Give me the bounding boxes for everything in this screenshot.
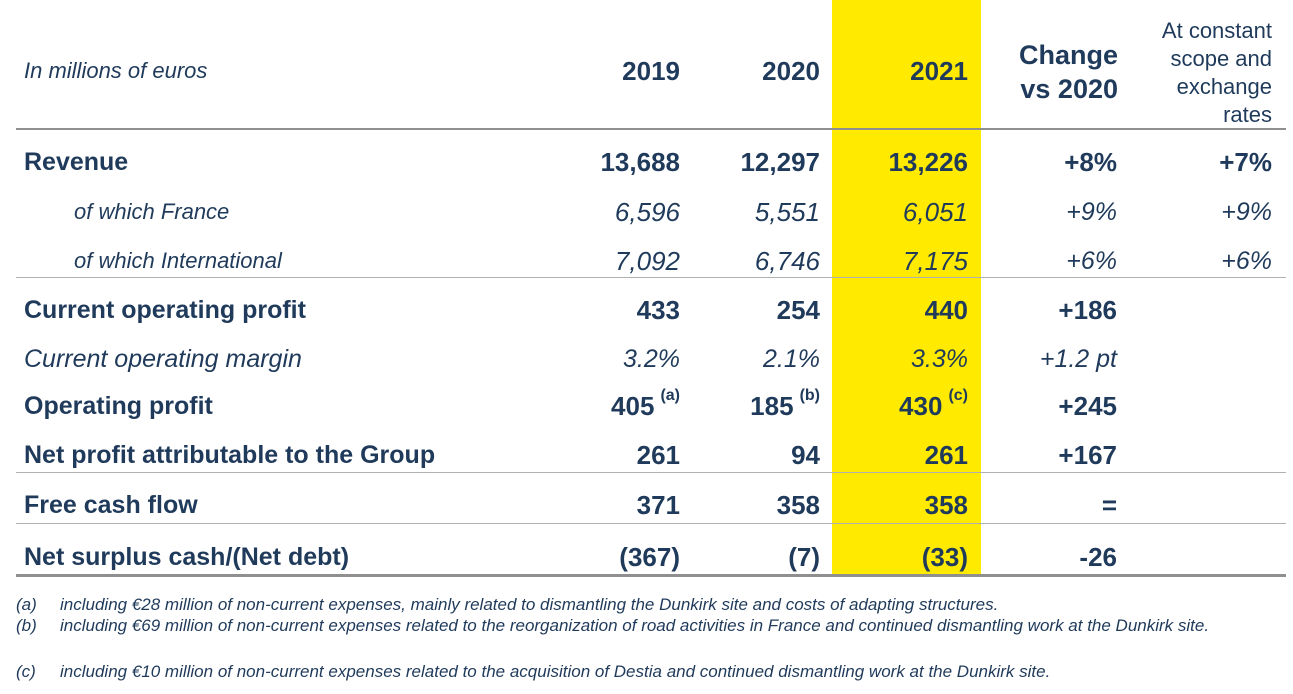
- cell-fcf-change: =: [1101, 490, 1117, 520]
- cell-com-2021: 3.3%: [911, 345, 968, 373]
- footnote-a-key: (a): [16, 595, 37, 614]
- footnote-ref-b: (b): [799, 387, 820, 404]
- cell-revenue-constant: +7%: [1219, 147, 1272, 177]
- header-change-line2: vs 2020: [1020, 74, 1118, 104]
- header-2021: 2021: [910, 56, 968, 86]
- highlight-column-2021: [832, 0, 981, 575]
- cell-france-2019: 6,596: [614, 197, 680, 227]
- footnote-b-text: including €69 million of non-current exp…: [60, 616, 1210, 635]
- cell-international-2019: 7,092: [614, 246, 680, 276]
- cell-np-2021: 261: [924, 440, 968, 470]
- footnote-c-text: including €10 million of non-current exp…: [60, 662, 1051, 681]
- header-constant: At constant scope and exchange rates: [1130, 17, 1272, 129]
- cell-op-2019-value: 405: [611, 391, 655, 421]
- cell-france-2020: 5,551: [754, 197, 820, 227]
- row-label-revenue: Revenue: [24, 148, 129, 176]
- header-constant-line2: scope and: [1170, 46, 1272, 71]
- row-label-net-profit: Net profit attributable to the Group: [24, 441, 436, 469]
- footnote-ref-a: (a): [660, 387, 680, 404]
- cell-fcf-2019: 371: [636, 490, 680, 520]
- cell-nsc-2020: (7): [788, 542, 820, 572]
- cell-op-2019: 405 (a): [540, 387, 680, 422]
- cell-france-2021: 6,051: [902, 197, 968, 227]
- cell-fcf-2020: 358: [776, 490, 820, 520]
- header-change: Change vs 2020: [990, 38, 1118, 106]
- footnote-c: (c) including €10 million of non-current …: [16, 661, 1275, 682]
- cell-revenue-change: +8%: [1064, 147, 1117, 177]
- cell-op-2020: 185 (b): [680, 387, 820, 422]
- cell-international-change: +6%: [1066, 247, 1117, 275]
- cell-op-2021: 430 (c): [828, 387, 968, 422]
- cell-cop-2020: 254: [776, 295, 820, 325]
- header-2019: 2019: [622, 56, 680, 86]
- header-constant-line4: rates: [1223, 102, 1272, 127]
- row-label-current-operating-profit: Current operating profit: [24, 296, 306, 324]
- row-label-net-surplus-cash: Net surplus cash/(Net debt): [24, 543, 350, 571]
- cell-revenue-2021: 13,226: [888, 147, 968, 177]
- cell-np-2020: 94: [791, 440, 820, 470]
- cell-np-change: +167: [1058, 440, 1117, 470]
- header-constant-line1: At constant: [1161, 18, 1272, 43]
- row-label-international: of which International: [74, 248, 282, 273]
- cell-com-2020: 2.1%: [763, 345, 820, 373]
- cell-international-2021: 7,175: [902, 246, 968, 276]
- cell-revenue-2020: 12,297: [740, 147, 820, 177]
- rule-after-free-cash-flow: [16, 523, 1286, 524]
- header-2020: 2020: [762, 56, 820, 86]
- cell-international-2020: 6,746: [754, 246, 820, 276]
- cell-op-2021-value: 430: [899, 391, 943, 421]
- header-change-line1: Change: [1018, 40, 1118, 70]
- header-constant-line3: exchange: [1176, 74, 1272, 99]
- cell-revenue-2019: 13,688: [600, 147, 680, 177]
- cell-fcf-2021: 358: [924, 490, 968, 520]
- footnote-ref-c: (c): [948, 387, 968, 404]
- cell-com-2019: 3.2%: [623, 345, 680, 373]
- row-label-current-operating-margin: Current operating margin: [24, 345, 302, 373]
- footnote-a-text: including €28 million of non-current exp…: [60, 595, 999, 614]
- footnote-b-key: (b): [16, 616, 37, 635]
- unit-caption: In millions of euros: [24, 58, 208, 83]
- footnote-b: (b) including €69 million of non-current …: [16, 615, 1275, 636]
- footnote-a: (a) including €28 million of non-current …: [16, 594, 1275, 615]
- cell-com-change: +1.2 pt: [1039, 345, 1117, 373]
- cell-france-constant: +9%: [1221, 198, 1272, 226]
- rule-after-revenue: [16, 277, 1286, 278]
- row-label-free-cash-flow: Free cash flow: [24, 491, 198, 519]
- row-label-operating-profit: Operating profit: [24, 392, 213, 420]
- table-bottom-rule: [16, 574, 1286, 577]
- footnote-c-key: (c): [16, 662, 36, 681]
- header-rule: [16, 128, 1286, 130]
- cell-international-constant: +6%: [1221, 247, 1272, 275]
- cell-nsc-change: -26: [1079, 542, 1117, 572]
- row-label-france: of which France: [74, 199, 230, 224]
- rule-after-net-profit: [16, 472, 1286, 473]
- cell-cop-2021: 440: [924, 295, 968, 325]
- cell-op-2020-value: 185: [750, 391, 794, 421]
- cell-op-change: +245: [1058, 391, 1117, 421]
- cell-nsc-2021: (33): [921, 542, 968, 572]
- cell-cop-2019: 433: [636, 295, 680, 325]
- cell-cop-change: +186: [1058, 295, 1117, 325]
- cell-france-change: +9%: [1066, 198, 1117, 226]
- cell-np-2019: 261: [636, 440, 680, 470]
- cell-nsc-2019: (367): [619, 542, 680, 572]
